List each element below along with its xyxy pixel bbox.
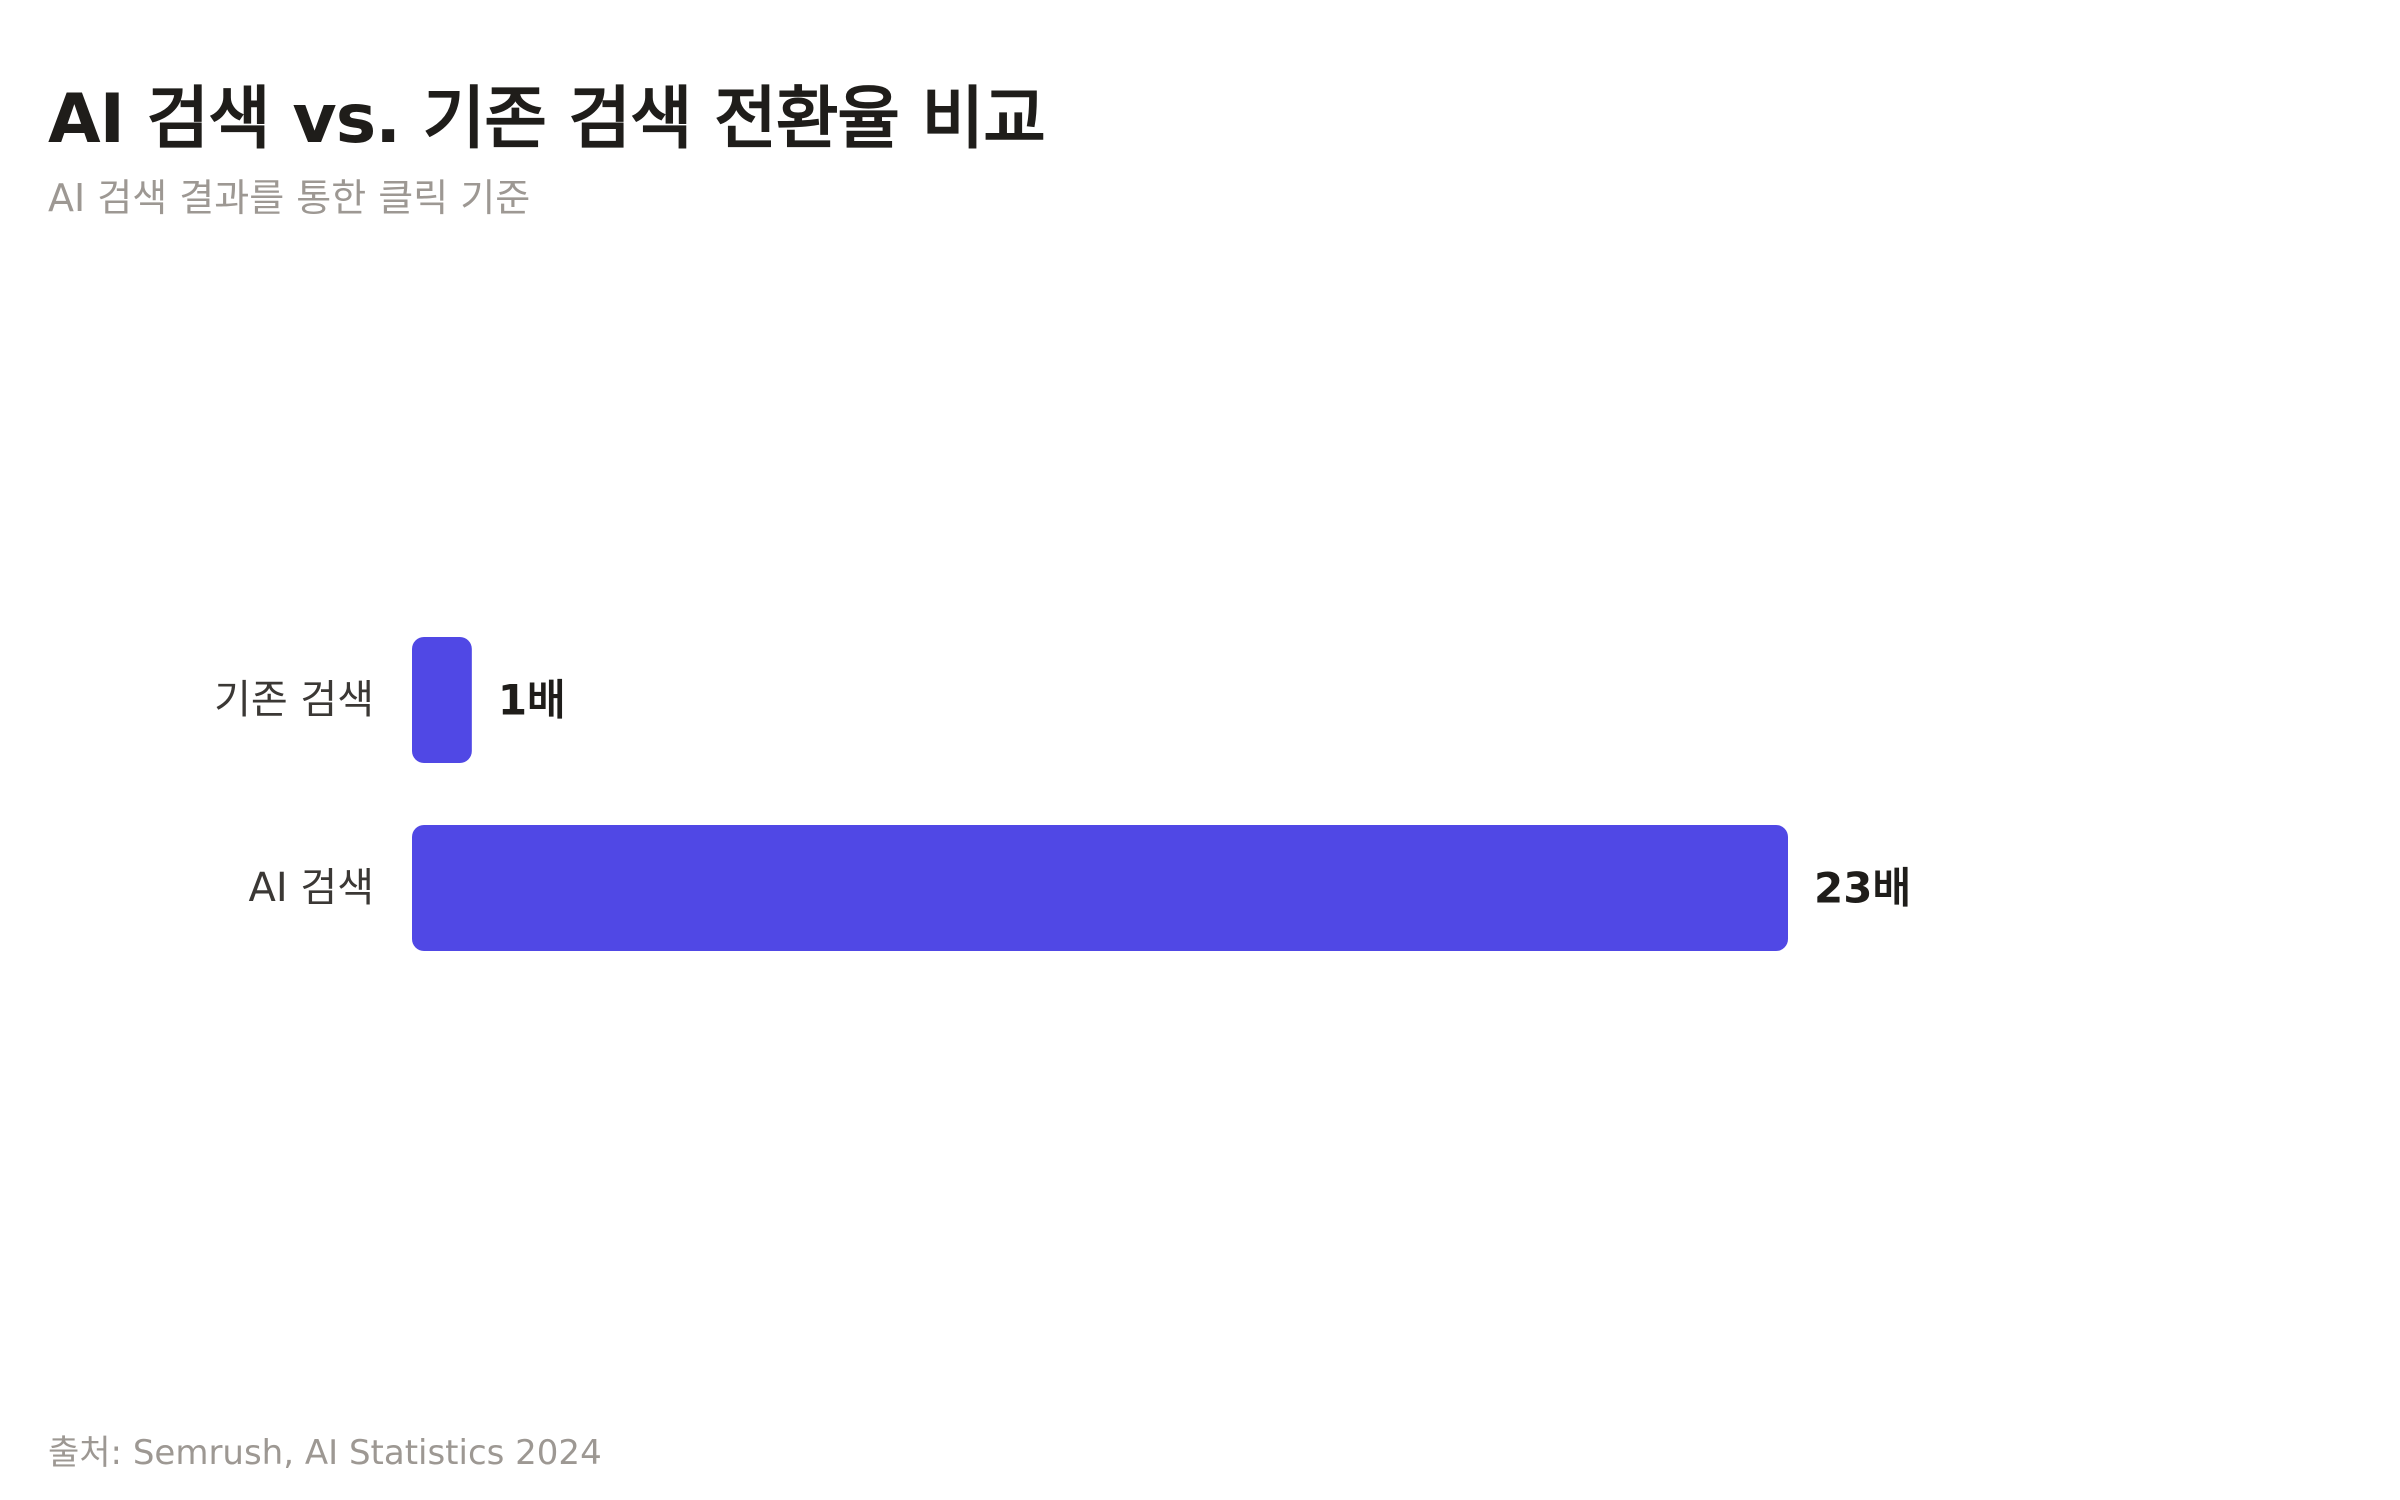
chart-subtitle: AI 검색 결과를 통한 클릭 기준 [48, 176, 531, 220]
chart-title: AI 검색 vs. 기존 검색 전환율 비교 [48, 80, 1046, 159]
value-label: 1배 [498, 676, 566, 725]
category-label: 기존 검색 [214, 677, 374, 723]
bar-2 [412, 825, 1788, 951]
category-label: AI 검색 [249, 865, 374, 911]
source-note: 출처: Semrush, AI Statistics 2024 [48, 1433, 602, 1473]
value-label: 23배 [1814, 864, 1911, 913]
bar-1 [412, 637, 472, 763]
